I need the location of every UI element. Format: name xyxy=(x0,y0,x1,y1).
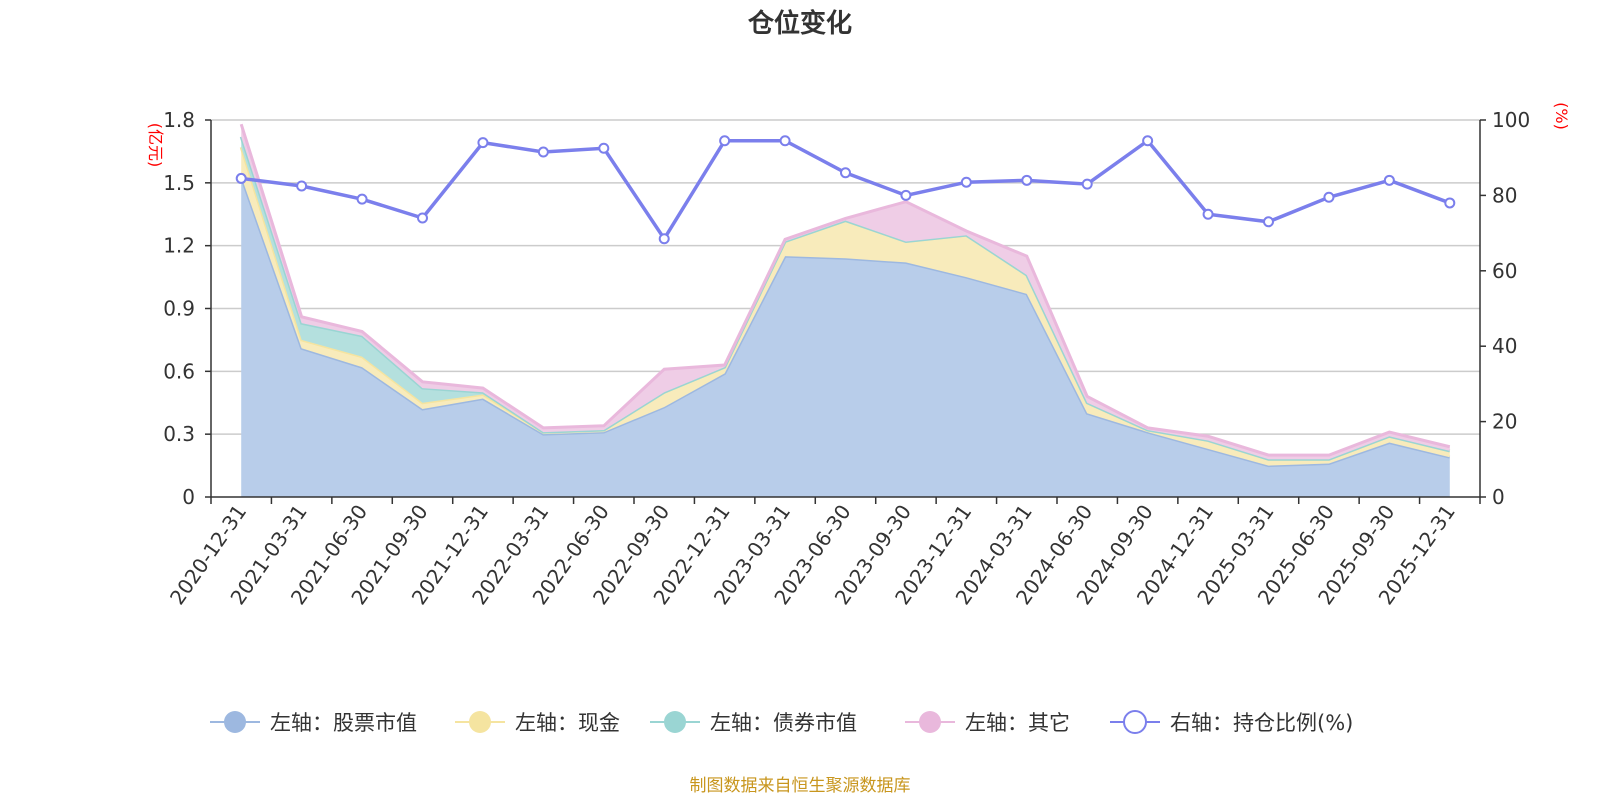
area-line-other xyxy=(239,123,1451,457)
ratio-point xyxy=(840,167,851,179)
legend-item[interactable]: 左轴：现金 xyxy=(455,711,620,735)
legend-marker-icon xyxy=(224,711,246,733)
left-tick-label: 0.6 xyxy=(163,359,195,383)
legend-marker-icon xyxy=(469,711,491,733)
ratio-point xyxy=(960,176,972,188)
right-tick-label: 0 xyxy=(1492,485,1505,509)
left-tick-label: 0.9 xyxy=(163,297,195,321)
legend-item[interactable]: 左轴：股票市值 xyxy=(210,711,417,735)
right-tick-label: 100 xyxy=(1492,108,1530,132)
ratio-point xyxy=(598,142,610,154)
holding-ratio-line xyxy=(235,135,1456,245)
stacked-areas xyxy=(239,123,1451,498)
legend-label: 左轴：股票市值 xyxy=(270,711,417,735)
ratio-point xyxy=(235,172,247,184)
legend[interactable]: 左轴：股票市值 左轴：现金 左轴：债券市值 左轴：其它 右轴：持仓比例(%) xyxy=(210,710,1353,735)
legend-marker-icon xyxy=(664,711,686,733)
ratio-point xyxy=(658,233,670,245)
legend-item[interactable]: 左轴：其它 xyxy=(905,711,1070,735)
legend-item[interactable]: 右轴：持仓比例(%) xyxy=(1110,710,1353,735)
ratio-point xyxy=(900,189,912,201)
ratio-point xyxy=(477,137,489,149)
ratio-point xyxy=(1021,174,1033,186)
legend-item[interactable]: 左轴：债券市值 xyxy=(650,711,857,735)
right-tick-label: 20 xyxy=(1492,410,1517,434)
legend-label: 左轴：现金 xyxy=(515,711,620,735)
ratio-point xyxy=(1323,191,1335,203)
ratio-point xyxy=(356,193,368,205)
right-tick-label: 80 xyxy=(1492,183,1517,207)
left-tick-label: 1.5 xyxy=(163,171,195,195)
source-note: 制图数据来自恒生聚源数据库 xyxy=(690,776,911,796)
legend-label: 右轴：持仓比例(%) xyxy=(1170,711,1353,735)
ratio-point xyxy=(1383,174,1395,186)
legend-label: 左轴：其它 xyxy=(965,711,1070,735)
legend-marker-icon xyxy=(919,711,941,733)
chart-title: 仓位变化 xyxy=(747,8,852,39)
ratio-point xyxy=(779,135,791,147)
ratio-point xyxy=(1202,208,1214,220)
ratio-point xyxy=(537,146,549,158)
ratio-point xyxy=(1444,197,1456,209)
right-axis-unit: (%) xyxy=(1552,102,1571,130)
area-stock xyxy=(241,176,1450,498)
ratio-point xyxy=(1081,178,1093,190)
left-tick-label: 0 xyxy=(182,485,195,509)
left-axis-unit: (亿元) xyxy=(146,123,165,168)
right-tick-label: 60 xyxy=(1492,259,1517,283)
legend-marker-icon xyxy=(1123,710,1147,734)
ratio-point xyxy=(296,180,308,192)
ratio-point xyxy=(1263,216,1274,228)
left-tick-label: 0.3 xyxy=(163,422,195,446)
legend-label: 左轴：债券市值 xyxy=(710,711,857,735)
ratio-point xyxy=(417,212,428,224)
right-tick-label: 40 xyxy=(1492,334,1517,358)
left-tick-label: 1.2 xyxy=(163,234,195,258)
ratio-point xyxy=(1142,135,1154,147)
left-tick-label: 1.8 xyxy=(163,108,195,132)
ratio-point xyxy=(719,135,731,147)
